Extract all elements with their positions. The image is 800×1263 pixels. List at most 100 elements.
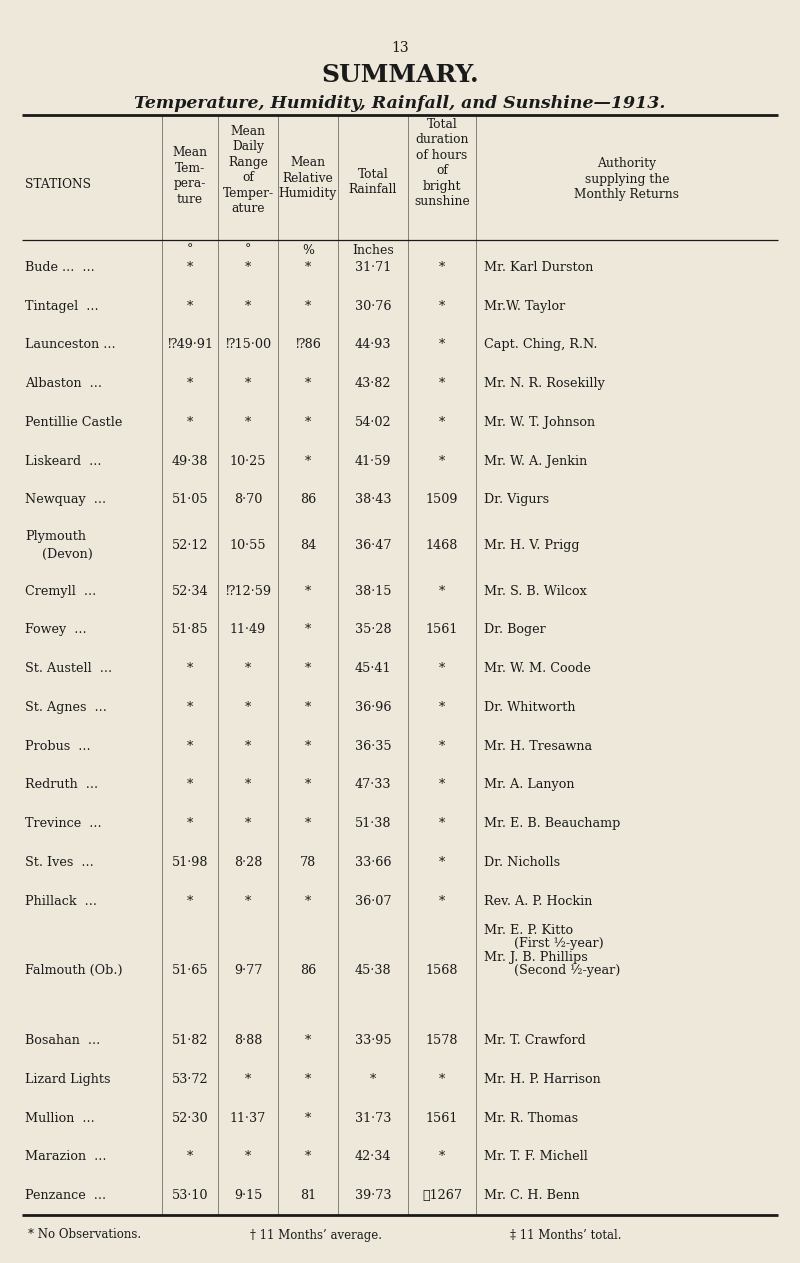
Text: Mr. J. B. Phillips: Mr. J. B. Phillips — [484, 951, 588, 964]
Text: ⁊1267: ⁊1267 — [422, 1190, 462, 1202]
Text: 31·73: 31·73 — [355, 1111, 391, 1124]
Text: Falmouth (Ob.): Falmouth (Ob.) — [25, 965, 122, 978]
Text: * No Observations.: * No Observations. — [28, 1229, 141, 1242]
Text: 42·34: 42·34 — [354, 1151, 391, 1163]
Text: 8·28: 8·28 — [234, 856, 262, 869]
Text: *: * — [439, 261, 445, 274]
Text: *: * — [305, 378, 311, 390]
Text: *: * — [187, 378, 193, 390]
Text: *: * — [245, 1072, 251, 1086]
Text: Liskeard  ...: Liskeard ... — [25, 455, 102, 467]
Text: *: * — [305, 585, 311, 597]
Text: Mr. T. Crawford: Mr. T. Crawford — [484, 1034, 586, 1047]
Text: 84: 84 — [300, 539, 316, 552]
Text: 8·88: 8·88 — [234, 1034, 262, 1047]
Text: *: * — [245, 416, 251, 429]
Text: Mr. W. M. Coode: Mr. W. M. Coode — [484, 662, 591, 674]
Text: Fowey  ...: Fowey ... — [25, 623, 86, 637]
Text: † 11 Months’ average.: † 11 Months’ average. — [250, 1229, 382, 1242]
Text: Mullion  ...: Mullion ... — [25, 1111, 94, 1124]
Text: *: * — [305, 623, 311, 637]
Text: (First ½-year): (First ½-year) — [514, 937, 604, 951]
Text: *: * — [305, 1151, 311, 1163]
Text: Mr.W. Taylor: Mr.W. Taylor — [484, 299, 566, 313]
Text: *: * — [439, 338, 445, 351]
Text: Dr. Whitworth: Dr. Whitworth — [484, 701, 575, 714]
Text: *: * — [439, 378, 445, 390]
Text: 36·47: 36·47 — [354, 539, 391, 552]
Text: 1568: 1568 — [426, 965, 458, 978]
Text: Plymouth: Plymouth — [25, 530, 86, 543]
Text: *: * — [439, 455, 445, 467]
Text: Bosahan  ...: Bosahan ... — [25, 1034, 100, 1047]
Text: *: * — [245, 261, 251, 274]
Text: 11·37: 11·37 — [230, 1111, 266, 1124]
Text: *: * — [245, 817, 251, 830]
Text: *: * — [187, 1151, 193, 1163]
Text: *: * — [305, 1111, 311, 1124]
Text: 49·38: 49·38 — [172, 455, 208, 467]
Text: 1561: 1561 — [426, 623, 458, 637]
Text: ⁉12·59: ⁉12·59 — [225, 585, 271, 597]
Text: Bude ...  ...: Bude ... ... — [25, 261, 94, 274]
Text: *: * — [305, 701, 311, 714]
Text: *: * — [305, 455, 311, 467]
Text: 35·28: 35·28 — [354, 623, 391, 637]
Text: Launceston ...: Launceston ... — [25, 338, 116, 351]
Text: *: * — [187, 701, 193, 714]
Text: *: * — [187, 778, 193, 792]
Text: 54·02: 54·02 — [354, 416, 391, 429]
Text: Mr. E. P. Kitto: Mr. E. P. Kitto — [484, 925, 573, 937]
Text: 52·30: 52·30 — [172, 1111, 208, 1124]
Text: Mr. H. P. Harrison: Mr. H. P. Harrison — [484, 1072, 601, 1086]
Text: 45·41: 45·41 — [354, 662, 391, 674]
Text: Mr. W. T. Johnson: Mr. W. T. Johnson — [484, 416, 595, 429]
Text: Dr. Nicholls: Dr. Nicholls — [484, 856, 560, 869]
Text: Pentillie Castle: Pentillie Castle — [25, 416, 122, 429]
Text: St. Agnes  ...: St. Agnes ... — [25, 701, 107, 714]
Text: 36·07: 36·07 — [354, 894, 391, 908]
Text: *: * — [187, 416, 193, 429]
Text: 39·73: 39·73 — [354, 1190, 391, 1202]
Text: Trevince  ...: Trevince ... — [25, 817, 102, 830]
Text: Temperature, Humidity, Rainfall, and Sunshine—1913.: Temperature, Humidity, Rainfall, and Sun… — [134, 95, 666, 111]
Text: Total
Rainfall: Total Rainfall — [349, 168, 397, 196]
Text: (Second ½-year): (Second ½-year) — [514, 965, 620, 978]
Text: 51·65: 51·65 — [172, 965, 208, 978]
Text: Mr. A. Lanyon: Mr. A. Lanyon — [484, 778, 574, 792]
Text: *: * — [187, 299, 193, 313]
Text: *: * — [439, 662, 445, 674]
Text: SUMMARY.: SUMMARY. — [321, 63, 479, 87]
Text: *: * — [187, 740, 193, 753]
Text: *: * — [305, 662, 311, 674]
Text: ‡ 11 Months’ total.: ‡ 11 Months’ total. — [510, 1229, 622, 1242]
Text: Mr. S. B. Wilcox: Mr. S. B. Wilcox — [484, 585, 587, 597]
Text: *: * — [305, 299, 311, 313]
Text: Probus  ...: Probus ... — [25, 740, 90, 753]
Text: 1509: 1509 — [426, 494, 458, 506]
Text: 36·35: 36·35 — [354, 740, 391, 753]
Text: *: * — [245, 740, 251, 753]
Text: Penzance  ...: Penzance ... — [25, 1190, 106, 1202]
Text: Mr. W. A. Jenkin: Mr. W. A. Jenkin — [484, 455, 587, 467]
Text: Mr. H. Tresawna: Mr. H. Tresawna — [484, 740, 592, 753]
Text: °: ° — [245, 244, 251, 256]
Text: 9·77: 9·77 — [234, 965, 262, 978]
Text: 10·25: 10·25 — [230, 455, 266, 467]
Text: 30·76: 30·76 — [354, 299, 391, 313]
Text: *: * — [187, 894, 193, 908]
Text: Mean
Daily
Range
of
Temper-
ature: Mean Daily Range of Temper- ature — [222, 125, 274, 215]
Text: *: * — [439, 416, 445, 429]
Text: Mr. Karl Durston: Mr. Karl Durston — [484, 261, 594, 274]
Text: Dr. Vigurs: Dr. Vigurs — [484, 494, 549, 506]
Text: *: * — [305, 1034, 311, 1047]
Text: *: * — [439, 740, 445, 753]
Text: Tintagel  ...: Tintagel ... — [25, 299, 98, 313]
Text: 31·71: 31·71 — [355, 261, 391, 274]
Text: Mr. T. F. Michell: Mr. T. F. Michell — [484, 1151, 588, 1163]
Text: *: * — [245, 299, 251, 313]
Text: 43·82: 43·82 — [354, 378, 391, 390]
Text: %: % — [302, 244, 314, 256]
Text: *: * — [187, 662, 193, 674]
Text: *: * — [305, 778, 311, 792]
